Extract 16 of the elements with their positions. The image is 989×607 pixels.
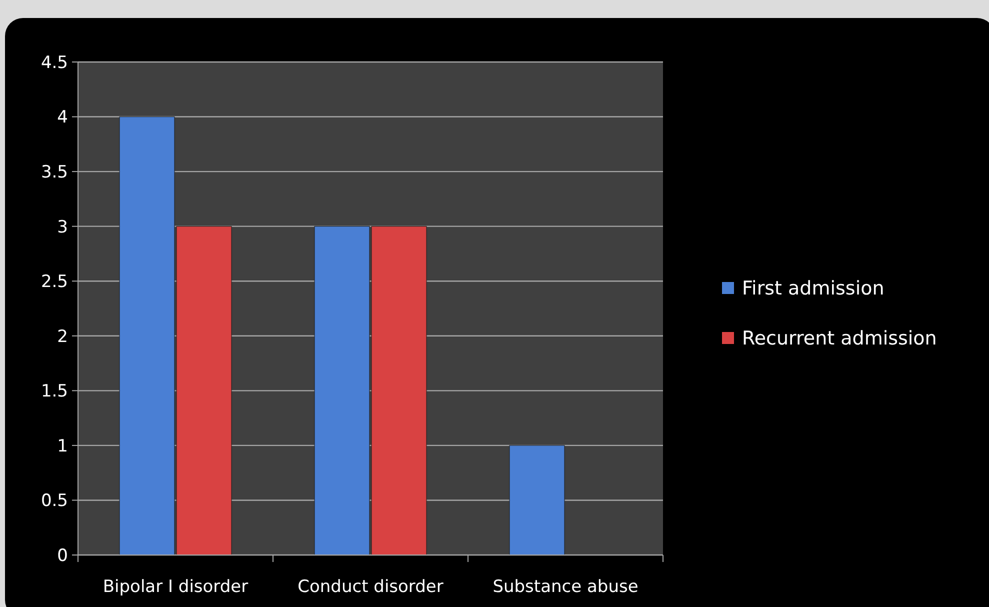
y-tick-label: 0 — [57, 546, 68, 566]
y-tick-label: 3.5 — [40, 162, 68, 183]
y-tick-label: 0.5 — [40, 491, 68, 512]
y-tick-label: 4 — [57, 108, 68, 128]
y-tick-label: 4.5 — [40, 52, 68, 73]
y-tick-label: 2.5 — [40, 272, 68, 292]
y-tick-label: 1.5 — [40, 382, 68, 402]
legend-label: First admission — [742, 278, 884, 300]
legend-label: Recurrent admission — [742, 328, 937, 350]
y-tick-label: 3 — [57, 217, 68, 238]
x-tick-label: Conduct disorder — [298, 577, 444, 597]
bar — [509, 445, 565, 556]
x-tick-label: Bipolar I disorder — [102, 577, 248, 597]
x-tick-label: Substance abuse — [492, 577, 638, 597]
y-tick-label: 2 — [57, 326, 68, 347]
y-tick-label: 1 — [57, 436, 68, 456]
